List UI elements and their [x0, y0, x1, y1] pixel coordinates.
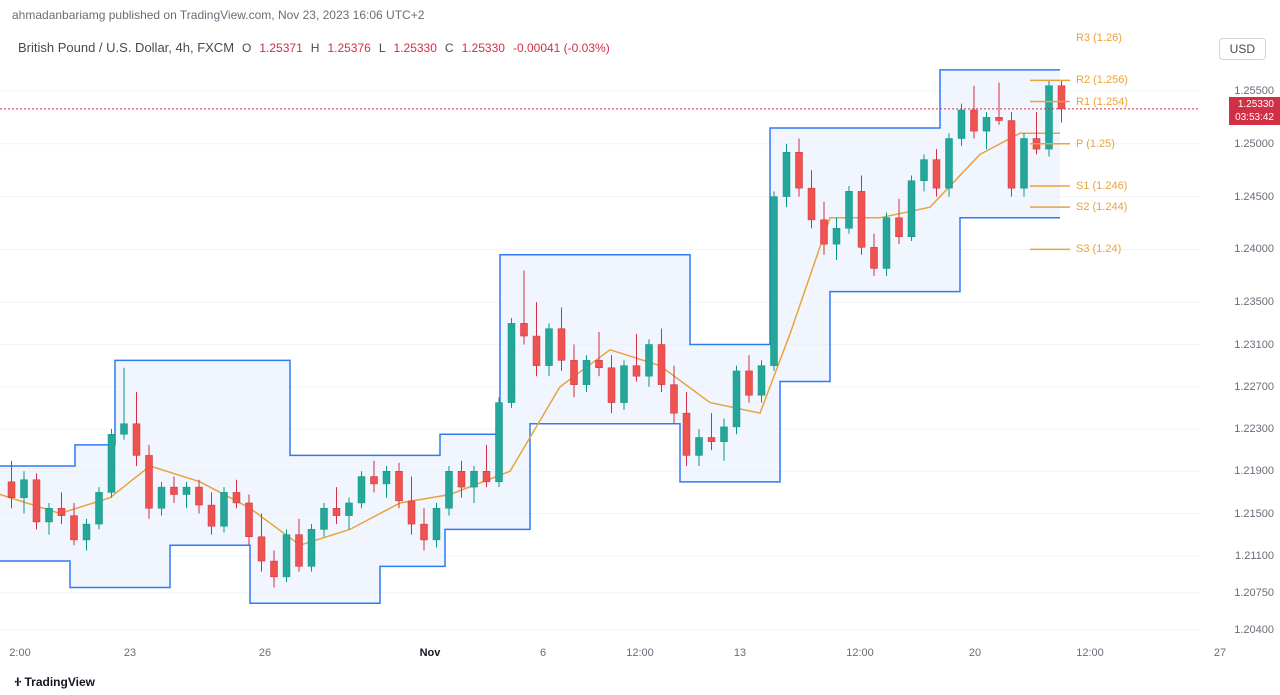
- x-tick: 12:00: [1076, 647, 1104, 659]
- publish-info: ahmadanbariamg published on TradingView.…: [0, 0, 1280, 30]
- current-price-label: 1.2533003:53:42: [1229, 97, 1280, 125]
- x-tick: 2:00: [9, 647, 30, 659]
- symbol-info-bar: British Pound / U.S. Dollar, 4h, FXCM O1…: [18, 40, 610, 55]
- time-axis[interactable]: 2:002326Nov612:001312:002012:0027: [0, 635, 1200, 665]
- y-tick: 1.20400: [1234, 624, 1274, 636]
- chart-canvas[interactable]: R3 (1.26)R2 (1.256)R1 (1.254)P (1.25)S1 …: [0, 54, 1200, 635]
- pivot-label: S2 (1.244): [1076, 201, 1127, 213]
- tv-icon: ᐧIᐧ: [14, 675, 20, 689]
- y-tick: 1.21100: [1235, 550, 1274, 562]
- y-tick: 1.25000: [1234, 138, 1274, 150]
- x-tick: 26: [259, 647, 271, 659]
- pivot-label: R2 (1.256): [1076, 74, 1128, 86]
- tradingview-logo[interactable]: ᐧIᐧ TradingView: [14, 675, 95, 689]
- y-tick: 1.24500: [1234, 191, 1274, 203]
- x-tick: 6: [540, 647, 546, 659]
- price-axis[interactable]: 1.20400 1.20750 1.21100 1.21500 1.21900 1.223…: [1200, 54, 1280, 635]
- pivot-label: R3 (1.26): [1076, 32, 1122, 44]
- ohlc-values: O1.25371 H1.25376 L1.25330 C1.25330 -0.0…: [242, 41, 610, 55]
- y-tick: 1.20750: [1234, 587, 1274, 599]
- x-tick: 27: [1214, 647, 1226, 659]
- y-tick: 1.23100: [1234, 339, 1274, 351]
- y-tick: 1.21500: [1234, 508, 1274, 520]
- pivot-label: S1 (1.246): [1076, 180, 1127, 192]
- pivot-label: S3 (1.24): [1076, 243, 1121, 255]
- x-tick: 23: [124, 647, 136, 659]
- x-tick: 12:00: [626, 647, 654, 659]
- y-tick: 1.21900: [1234, 465, 1274, 477]
- x-tick: 20: [969, 647, 981, 659]
- currency-badge[interactable]: USD: [1219, 38, 1266, 60]
- x-tick: Nov: [420, 647, 441, 659]
- pivot-label: P (1.25): [1076, 138, 1115, 150]
- y-tick: 1.25500: [1234, 85, 1274, 97]
- pivot-label: R1 (1.254): [1076, 96, 1128, 108]
- y-tick: 1.23500: [1234, 296, 1274, 308]
- y-tick: 1.22300: [1234, 423, 1274, 435]
- x-tick: 12:00: [846, 647, 874, 659]
- x-tick: 13: [734, 647, 746, 659]
- y-tick: 1.24000: [1234, 243, 1274, 255]
- symbol-title: British Pound / U.S. Dollar, 4h, FXCM: [18, 40, 234, 55]
- y-tick: 1.22700: [1234, 381, 1274, 393]
